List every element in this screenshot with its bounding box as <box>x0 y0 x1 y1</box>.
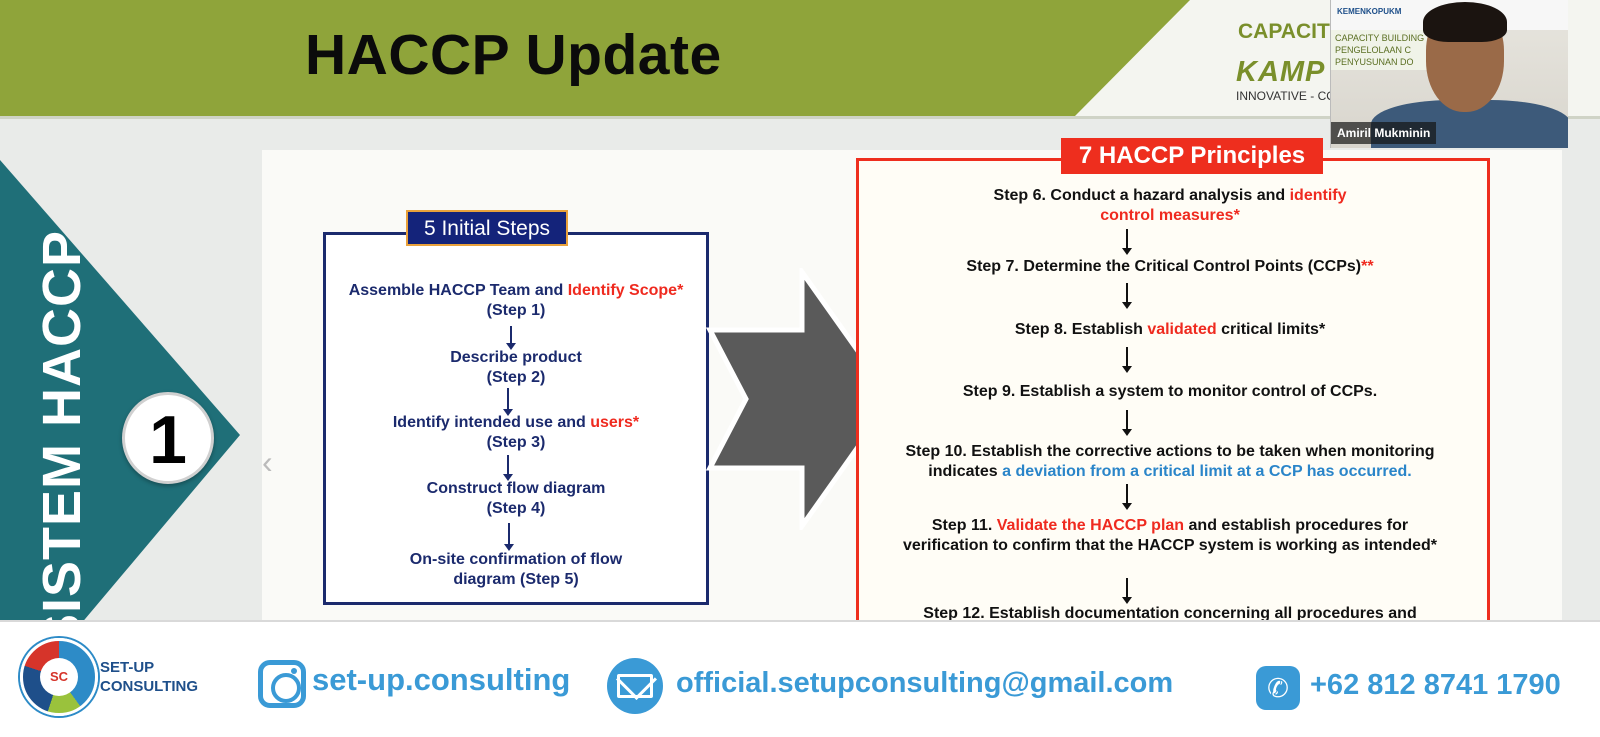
capacity-label: CAPACITY <box>1238 20 1344 43</box>
initial-step-2: Describe product (Step 2) <box>450 349 582 386</box>
principle-step-10: Step 10. Establish the corrective action… <box>905 443 1435 480</box>
principle-step-6: Step 6. Conduct a hazard analysis and id… <box>993 187 1347 224</box>
principle-step-12: Step 12. Establish documentation concern… <box>923 605 1417 620</box>
phone-icon: ✆ <box>1256 666 1300 710</box>
step-arrow <box>503 388 513 416</box>
banner-line: CAPACITY BUILDING <box>1335 33 1425 43</box>
initial-step-1: Assemble HACCP Team and Identify Scope* … <box>348 282 684 319</box>
kemenkop-logo: KEMENKOPUKM <box>1337 7 1402 16</box>
initial-steps-title: 5 Initial Steps <box>406 210 568 246</box>
initial-steps-box <box>323 232 709 605</box>
email-icon <box>607 658 663 714</box>
innovative-label: INNOVATIVE - COM <box>1236 89 1346 103</box>
previous-slide-chevron-icon[interactable]: ‹ <box>262 444 273 480</box>
principle-step-8: Step 8. Establish validated critical lim… <box>1014 321 1326 338</box>
header-divider <box>0 116 1600 119</box>
principles-box <box>856 158 1490 628</box>
principle-arrow <box>1122 484 1132 510</box>
principle-arrow <box>1122 578 1132 604</box>
instagram-handle[interactable]: set-up.consulting <box>312 662 571 697</box>
step-arrow <box>506 326 516 350</box>
section-number-badge: 1 <box>122 392 214 484</box>
brand-line-2: CONSULTING <box>100 678 199 695</box>
participant-name-label: Amiril Mukminin <box>1331 122 1437 144</box>
brand-line-1: SET-UP <box>100 659 155 676</box>
header-green-band <box>0 0 1190 116</box>
brand-name: SET-UP CONSULTING <box>100 658 198 696</box>
principle-arrow <box>1122 410 1132 436</box>
phone-number[interactable]: +62 812 8741 1790 <box>1310 669 1561 701</box>
logo-initials: SC <box>40 658 78 696</box>
banner-line: PENYUSUNAN DO <box>1335 57 1414 67</box>
big-right-arrow-icon <box>706 268 896 530</box>
initial-step-3: Identify intended use and users* (Step 3… <box>392 414 640 451</box>
section-vertical-title: SISTEM HACCP <box>32 229 92 651</box>
webcam-tile[interactable]: KEMENKOPUKM CAPACITY BUILDING PENGELOLAA… <box>1330 0 1568 148</box>
instagram-icon <box>258 660 306 708</box>
initial-step-4: Construct flow diagram (Step 4) <box>426 480 606 517</box>
principle-arrow <box>1122 347 1132 373</box>
step-arrow <box>504 523 514 551</box>
step-arrow <box>503 455 513 481</box>
principle-step-7: Step 7. Determine the Critical Control P… <box>966 258 1374 275</box>
principles-title: 7 HACCP Principles <box>1061 138 1323 174</box>
principle-step-11: Step 11. Validate the HACCP plan and est… <box>902 517 1438 554</box>
slide-title: HACCP Update <box>305 23 722 87</box>
presenter-hair <box>1423 2 1507 42</box>
principle-step-9: Step 9. Establish a system to monitor co… <box>962 383 1378 400</box>
principle-arrow <box>1122 229 1132 255</box>
footer-bar <box>0 620 1600 737</box>
principle-arrow <box>1122 283 1132 309</box>
email-address[interactable]: official.setupconsulting@gmail.com <box>676 667 1174 699</box>
initial-step-5: On-site confirmation of flow diagram (St… <box>409 551 623 588</box>
kamp-logo: KAMP <box>1236 56 1326 88</box>
banner-line: PENGELOLAAN C <box>1335 45 1412 55</box>
